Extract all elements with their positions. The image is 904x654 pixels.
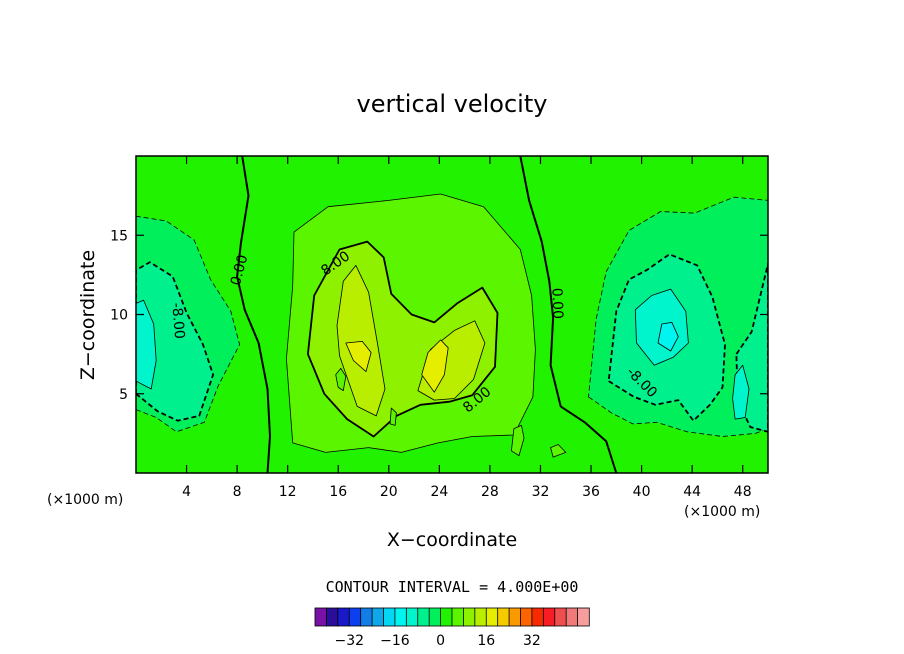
contour-region-17 bbox=[732, 364, 750, 420]
y-tick-label-10: 10 bbox=[110, 308, 128, 324]
x-tick-label-36: 36 bbox=[582, 484, 600, 500]
x-tick-label-24: 24 bbox=[430, 484, 448, 500]
y-axis-label: Z−coordinate bbox=[77, 250, 99, 380]
colorbar-swatch-15 bbox=[474, 607, 487, 627]
contour-region-6 bbox=[336, 264, 386, 417]
colorbar-swatch-20 bbox=[531, 607, 545, 627]
x-axis: 4 8 12 16 20 24 28 32 36 40 44 48 bbox=[182, 156, 752, 500]
chart-title: vertical velocity bbox=[357, 90, 548, 118]
colorbar-swatch-3 bbox=[337, 607, 350, 627]
colorbar-swatch-10 bbox=[417, 607, 430, 627]
colorbar-swatch-19 bbox=[520, 607, 533, 627]
colorbar-swatch-23 bbox=[565, 607, 579, 627]
zero-contour-line-2 bbox=[519, 156, 618, 473]
x-tick-label-28: 28 bbox=[481, 484, 499, 500]
x-tick-label-44: 44 bbox=[683, 484, 701, 500]
colorbar-swatch-11 bbox=[428, 607, 442, 627]
colorbar-swatch-18 bbox=[508, 607, 522, 627]
contour-label-5: -8.00 bbox=[168, 302, 187, 339]
colorbar-tick-label-4: 16 bbox=[477, 633, 495, 649]
colorbar-swatch-5 bbox=[360, 607, 373, 627]
colorbar-swatch-8 bbox=[394, 607, 408, 627]
x-tick-label-12: 12 bbox=[279, 484, 297, 500]
colorbar-swatch-13 bbox=[451, 607, 465, 627]
colorbar-swatch-4 bbox=[348, 607, 362, 627]
contour-region-10 bbox=[335, 367, 347, 392]
colorbar-tick-label-5: 32 bbox=[523, 633, 541, 649]
contour-region-19 bbox=[550, 444, 567, 458]
colorbar-swatch-1 bbox=[314, 607, 328, 627]
zero-contour-line-1 bbox=[236, 156, 271, 473]
x-tick-label-40: 40 bbox=[633, 484, 651, 500]
colorbar-swatch-22 bbox=[554, 607, 567, 627]
plot-area: 0.00 8.008.000.00-8.00-8.00 bbox=[135, 155, 769, 474]
contour-region-3 bbox=[136, 299, 157, 390]
colorbar-swatch-14 bbox=[463, 607, 476, 627]
x-unit-label-right: (×1000 m) bbox=[684, 504, 760, 520]
y-tick-label-5: 5 bbox=[119, 387, 128, 403]
x-unit-label-left: (×1000 m) bbox=[47, 492, 123, 508]
x-tick-label-20: 20 bbox=[380, 484, 398, 500]
colorbar-swatch-12 bbox=[440, 607, 453, 627]
contour-region-2 bbox=[136, 261, 215, 422]
x-tick-label-16: 16 bbox=[329, 484, 347, 500]
colorbar-swatch-2 bbox=[326, 607, 339, 627]
colorbar-tick-label-3: 0 bbox=[436, 633, 445, 649]
contour-region-18 bbox=[510, 424, 525, 457]
contour-interval-label: CONTOUR INTERVAL = 4.000E+00 bbox=[326, 578, 579, 596]
y-tick-label-15: 15 bbox=[110, 228, 128, 244]
x-axis-label: X−coordinate bbox=[387, 529, 517, 551]
x-tick-label-4: 4 bbox=[182, 484, 191, 500]
colorbar-swatch-7 bbox=[383, 607, 396, 627]
colorbar-tick-label-2: −16 bbox=[380, 633, 410, 649]
colorbar-swatch-24 bbox=[577, 607, 590, 627]
contour-region-8 bbox=[421, 339, 449, 393]
contour-region-9 bbox=[345, 340, 372, 373]
colorbar-swatch-21 bbox=[542, 607, 556, 627]
y-axis: 5 10 15 bbox=[110, 228, 768, 403]
contour-region-15 bbox=[657, 321, 679, 352]
colorbar-swatch-16 bbox=[485, 607, 499, 627]
colorbar-tick-label-1: −32 bbox=[334, 633, 364, 649]
contour-label-1: 0.00 bbox=[228, 253, 252, 287]
colorbar-swatch-6 bbox=[371, 607, 385, 627]
colorbar: −32 −16 0 16 32 bbox=[314, 607, 590, 649]
x-tick-label-8: 8 bbox=[233, 484, 242, 500]
colorbar-swatch-9 bbox=[405, 607, 419, 627]
colorbar-swatch-17 bbox=[497, 607, 510, 627]
contour-label-4: 0.00 bbox=[548, 288, 565, 320]
x-tick-label-32: 32 bbox=[532, 484, 550, 500]
contour-region-11 bbox=[389, 407, 397, 426]
x-tick-label-48: 48 bbox=[734, 484, 752, 500]
